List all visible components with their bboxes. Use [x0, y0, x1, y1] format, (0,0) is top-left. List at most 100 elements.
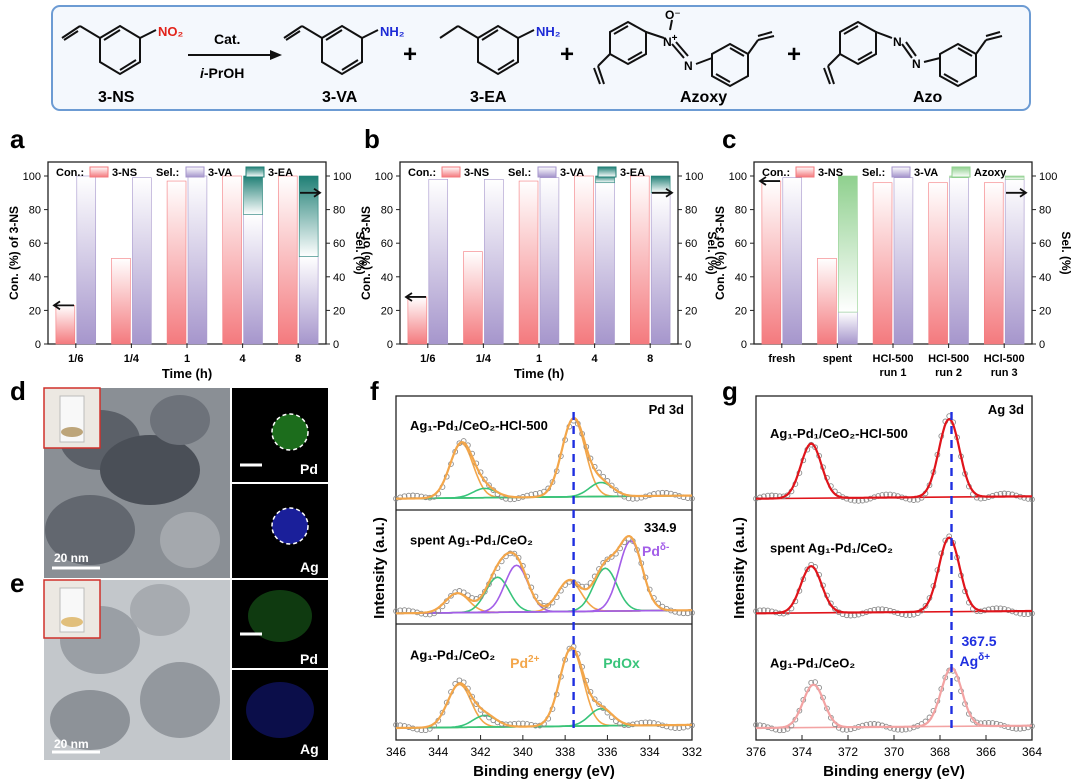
x-tick-label: 340	[513, 745, 533, 759]
catalyst-label: Cat.	[214, 31, 240, 47]
legend-sel-label: Sel.:	[508, 167, 531, 179]
data-point	[604, 556, 611, 563]
y-tick-label: 20	[735, 305, 747, 317]
spectrum-label: Ag₁-Pd₁/CeO₂	[770, 655, 855, 670]
y2-tick-label: 60	[1039, 238, 1051, 250]
x-axis-label: Binding energy (eV)	[823, 763, 965, 780]
x-tick-label: 374	[792, 745, 812, 759]
legend-con-label: Con.:	[762, 167, 790, 179]
plus-sign-2: +	[560, 41, 574, 68]
y-axis-label: Con. (%) of 3-NS	[7, 206, 21, 300]
chart-title: Pd 3d	[649, 402, 684, 417]
legend-swatch-3-EA	[597, 166, 617, 178]
data-point	[439, 709, 446, 716]
pd-delta-element: Pd	[642, 543, 660, 559]
x-tick-label: 344	[428, 745, 448, 759]
x-tick-label: 1/4	[124, 353, 140, 365]
y2-axis-label: Sel. (%)	[705, 231, 719, 274]
data-point	[596, 701, 602, 707]
y-tick-label: 0	[741, 339, 747, 351]
panel-label-g: g	[722, 376, 738, 406]
x-tick-label: 346	[386, 745, 406, 759]
bar-3-VA	[243, 214, 263, 345]
scale-bar-label-d: 20 nm	[54, 551, 89, 565]
data-point	[851, 725, 858, 732]
bar-3-NS	[55, 305, 76, 345]
y2-tick-label: 0	[685, 339, 691, 351]
legend-swatch-3-NS	[441, 166, 461, 178]
reaction-scheme: NO₂ 3-NS Cat. i-PrOH NH₂ 3-VA + NH₂ 3-EA…	[51, 5, 1031, 111]
bar-3-VA	[838, 311, 858, 345]
y-tick-label: 80	[29, 205, 41, 217]
right-axis-arrow	[1006, 188, 1028, 198]
y-tick-label: 20	[29, 305, 41, 317]
y2-tick-label: 60	[685, 238, 697, 250]
azoxy-n2-atom: N	[684, 59, 693, 73]
bar-3-VA	[650, 192, 671, 345]
tem-particle-e4	[50, 690, 130, 750]
x-tick-label: 334	[640, 745, 660, 759]
data-point	[477, 593, 484, 600]
bar-3-NS	[872, 182, 893, 345]
tem-particle-d3	[45, 495, 135, 565]
molecule-3-NS	[61, 24, 157, 76]
molecule-3-VA	[283, 24, 379, 76]
x-tick-label: 336	[597, 745, 617, 759]
bar-3-NS	[574, 175, 594, 345]
x-tick-label: HCl-500	[873, 353, 914, 365]
x-tick-label: 1	[536, 353, 542, 365]
y-tick-label: 80	[381, 205, 393, 217]
data-point	[997, 721, 1004, 728]
legend-label-3-EA: 3-EA	[620, 167, 645, 179]
bar-3-NS	[761, 180, 782, 345]
bar-Azoxy	[1004, 175, 1025, 180]
data-point	[804, 566, 811, 573]
bar-3-VA	[949, 177, 969, 345]
x-tick-label-line2: run 3	[991, 367, 1018, 379]
bar-3-VA	[595, 182, 615, 345]
data-point	[448, 592, 454, 599]
fit-envelope	[395, 416, 693, 500]
highlight-circle-ag	[271, 507, 309, 545]
y-tick-label: 40	[735, 272, 747, 284]
x-tick-label: 372	[838, 745, 858, 759]
panel-label-e: e	[10, 568, 24, 598]
x-tick-label: 368	[930, 745, 950, 759]
azo-n2-atom: N	[912, 57, 921, 71]
x-tick-label: 4	[592, 353, 599, 365]
bar-3-VA	[484, 179, 504, 345]
y-tick-label: 100	[375, 171, 393, 183]
legend-swatch-3-VA	[185, 166, 205, 178]
y-axis-label: Con. (%) of 3-NS	[713, 206, 727, 300]
y2-tick-label: 100	[685, 171, 703, 183]
plus-sign-3: +	[787, 41, 801, 68]
y2-tick-label: 20	[333, 305, 345, 317]
legend-label-3-EA: 3-EA	[268, 167, 293, 179]
bar-3-EA	[243, 175, 263, 215]
scheme-box	[51, 5, 1031, 111]
chart-c-recycling: 0 0 20 20 40 40 60 60 80 80 100 100 Con. (%) of 3-NS…	[713, 161, 1073, 379]
spectrum-label: Ag₁-Pd₁/CeO₂-HCl-500	[410, 418, 548, 433]
azoxy-n1-atom: N	[663, 35, 672, 49]
y-axis-label: Intensity (a.u.)	[731, 517, 748, 619]
y2-tick-label: 80	[1039, 205, 1051, 217]
panel-label-d: d	[10, 376, 26, 406]
x-tick-label: 4	[240, 353, 247, 365]
data-point	[1005, 724, 1012, 731]
panel-label-b: b	[364, 124, 380, 154]
peak-annotation: 367.5	[962, 633, 997, 649]
pd-2plus-superscript: 2+	[528, 654, 540, 665]
y2-tick-label: 60	[333, 238, 345, 250]
fit-envelope	[756, 417, 1032, 500]
tem-particle-e2	[130, 584, 190, 636]
bar-3-VA	[76, 175, 97, 345]
azo-n1-atom: N	[893, 35, 902, 49]
x-tick-label: 332	[682, 745, 702, 759]
highlight-circle-pd	[271, 413, 309, 451]
x-tick-label-line2: run 2	[935, 367, 962, 379]
y-axis-label: Con. (%) of 3-NS	[359, 206, 373, 300]
x-tick-label: 1/4	[476, 353, 492, 365]
x-axis-label: Time (h)	[514, 366, 564, 381]
pd-2plus-label: Pd2+	[510, 654, 539, 671]
